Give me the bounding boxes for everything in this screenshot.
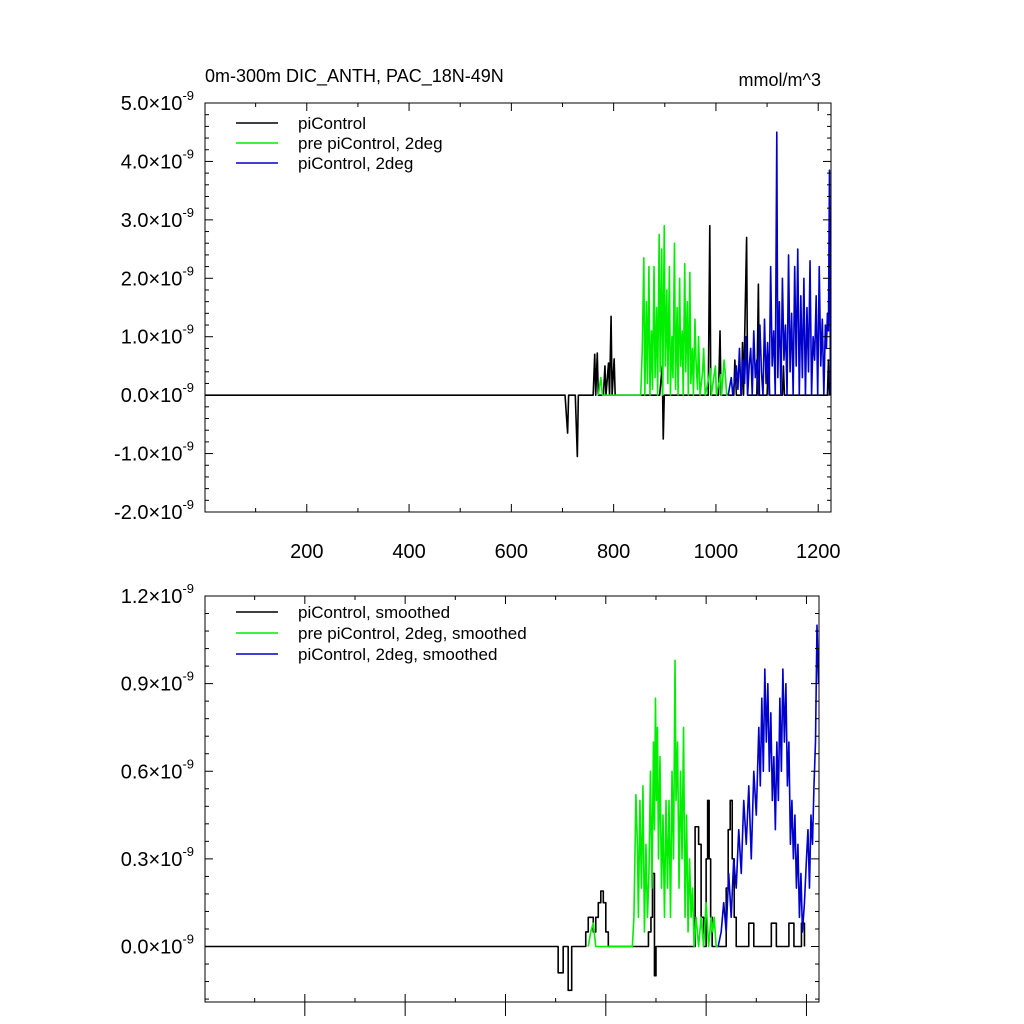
series-line-3 xyxy=(727,131,831,396)
y-tick-label: -1.0×10-9 xyxy=(114,439,194,466)
y-tick-label: -2.0×10-9 xyxy=(114,497,194,524)
x-tick-label: 800 xyxy=(597,541,630,563)
y-tick-label: 0.9×10-9 xyxy=(121,669,194,696)
plot-frame xyxy=(204,595,820,1003)
y-tick-label: 0.3×10-9 xyxy=(121,844,194,871)
x-tick-label: 200 xyxy=(290,541,323,563)
y-tick-label: 4.0×10-9 xyxy=(121,146,194,173)
legend-label-3: piControl, 2deg xyxy=(298,154,413,173)
y-tick-label: 1.2×10-9 xyxy=(121,581,194,608)
x-tick-label: 600 xyxy=(495,541,528,563)
series-line-1 xyxy=(205,799,806,992)
x-tick-label: 1200 xyxy=(796,541,841,563)
units-label: mmol/m^3 xyxy=(739,70,821,90)
chart-panel-bottom: 0.0×10-9 0.3×10-9 0.6×10-9 0.9×10-9 1.2×10-9… xyxy=(121,581,820,1016)
y-tick-label: 3.0×10-9 xyxy=(121,205,194,232)
legend-label-2: pre piControl, 2deg, smoothed xyxy=(298,624,527,643)
legend-label-1: piControl xyxy=(298,114,366,133)
chart-panel-top: 200 400 600 800 1000 1200 -2.0×10-9 -1.0×10-9 0.… xyxy=(114,66,840,563)
x-tick-label: 1000 xyxy=(694,541,739,563)
legend-label-1: piControl, smoothed xyxy=(298,603,450,622)
y-tick-label: 0.6×10-9 xyxy=(121,756,194,783)
legend-label-3: piControl, 2deg, smoothed xyxy=(298,645,497,664)
y-tick-label: 5.0×10-9 xyxy=(121,88,194,115)
y-tick-label: 2.0×10-9 xyxy=(121,263,194,290)
series-line-2 xyxy=(587,659,719,948)
plot-frame xyxy=(204,102,832,513)
legend-label-2: pre piControl, 2deg xyxy=(298,134,443,153)
series-line-2 xyxy=(597,224,729,396)
y-tick-label: 0.0×10-9 xyxy=(121,932,194,959)
x-tick-label: 400 xyxy=(392,541,425,563)
series-line-3 xyxy=(717,624,819,947)
series-line-1 xyxy=(205,224,831,458)
y-tick-label: 0.0×10-9 xyxy=(121,380,194,407)
y-tick-label: 1.0×10-9 xyxy=(121,322,194,349)
chart-title: 0m-300m DIC_ANTH, PAC_18N-49N xyxy=(205,66,504,87)
